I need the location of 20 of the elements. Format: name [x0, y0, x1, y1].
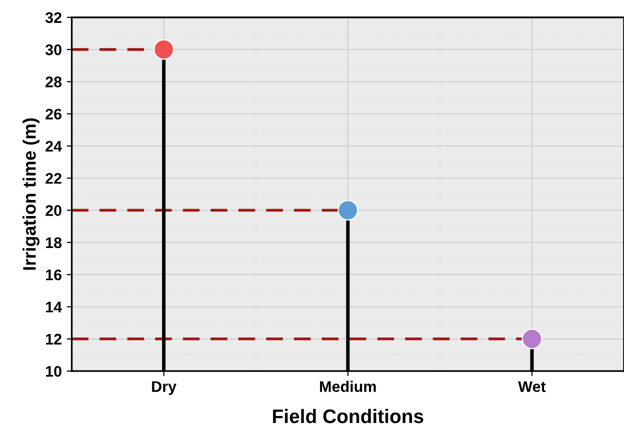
x-axis-title: Field Conditions	[273, 408, 424, 424]
y-tick-label: 22	[46, 173, 62, 184]
y-tick-label: 20	[46, 205, 62, 216]
y-tick-label: 24	[46, 140, 62, 152]
x-tick-label: Medium	[320, 380, 376, 392]
y-tick-label: 26	[46, 108, 62, 120]
y-axis-title: Irrigation time (m)	[22, 118, 40, 270]
y-tick-label: 16	[46, 269, 62, 280]
point	[154, 39, 174, 60]
y-tick-label: 30	[45, 44, 62, 56]
y-tick-label: 14	[46, 302, 62, 312]
y-tick-label: 28	[46, 76, 62, 88]
y-tick-label: 32	[45, 12, 62, 24]
point	[522, 328, 542, 350]
y-tick-label: 12	[46, 334, 62, 344]
x-tick-label: Wet	[518, 381, 546, 392]
y-tick-label: 18	[46, 237, 62, 248]
point	[338, 200, 358, 221]
x-tick-label: Dry	[152, 381, 176, 396]
y-tick-label: 10	[46, 366, 62, 377]
